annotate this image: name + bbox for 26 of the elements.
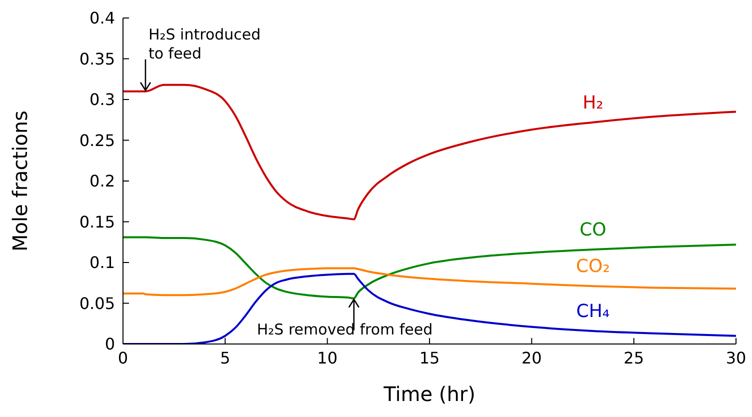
series-label: CH₄ [576, 300, 610, 322]
series-label: H₂ [582, 92, 604, 114]
y-tick-label: 0.15 [79, 212, 115, 232]
x-tick-label: 5 [220, 348, 230, 368]
line-series [123, 84, 736, 220]
y-tick-label: 0.2 [90, 172, 115, 191]
y-tick-label: 0.25 [79, 130, 115, 150]
y-tick-label: 0.4 [90, 8, 115, 28]
line-series [123, 236, 736, 300]
y-tick-label: 0.1 [90, 253, 115, 272]
y-tick-label: 0.05 [79, 294, 115, 313]
x-tick-label: 10 [317, 348, 338, 368]
x-tick-label: 25 [624, 348, 644, 368]
annotation: H₂S introduced to feed [148, 25, 261, 62]
x-axis-title: Time (hr) [382, 382, 476, 406]
series-label: CO [580, 219, 606, 240]
series-label: CO₂ [576, 256, 610, 278]
y-axis-title: Mole fractions [8, 110, 32, 252]
y-tick-label: 0 [104, 334, 115, 354]
x-tick-label: 30 [726, 348, 746, 368]
x-tick-label: 15 [419, 348, 440, 368]
x-tick-label: 20 [521, 348, 542, 368]
y-tick-label: 0.35 [79, 49, 115, 68]
annotation: H₂S removed from feed [256, 320, 433, 338]
x-tick-label: 0 [118, 348, 128, 368]
y-tick-label: 0.3 [90, 90, 115, 110]
